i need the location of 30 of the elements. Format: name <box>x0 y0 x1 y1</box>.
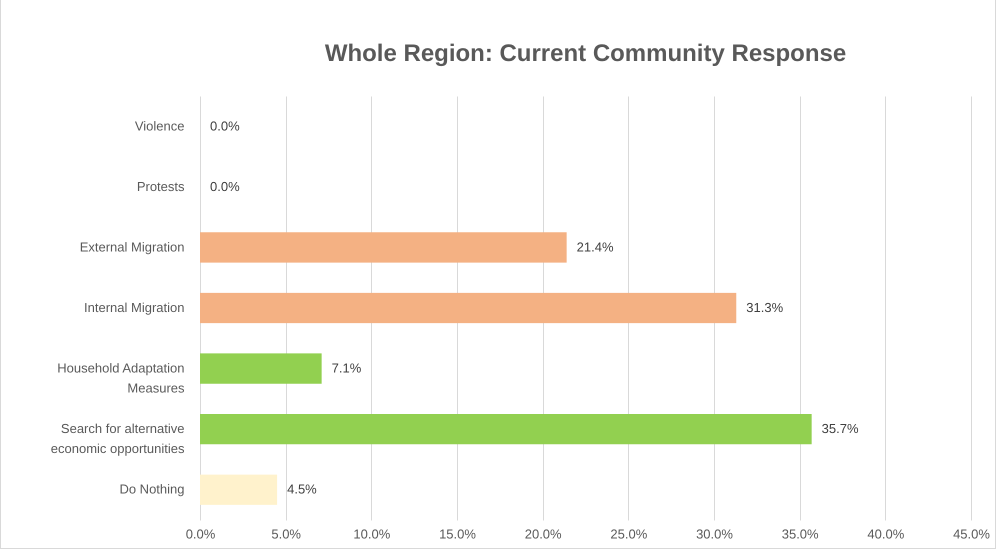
y-tick-label: Household Adaptation Measures <box>57 360 185 396</box>
x-tick-label: 10.0% <box>353 526 391 542</box>
x-tick-label: 20.0% <box>524 526 562 542</box>
x-tick-label: 25.0% <box>610 526 648 542</box>
y-tick-label: Protests <box>136 178 185 194</box>
x-tick-label: 30.0% <box>696 526 734 542</box>
data-label: 0.0% <box>210 178 240 194</box>
x-tick-label: 15.0% <box>439 526 476 542</box>
data-label: 4.5% <box>287 482 318 497</box>
x-tick-label: 5.0% <box>271 526 302 542</box>
bar <box>200 232 567 263</box>
bar <box>200 474 278 505</box>
chart-title: Whole Region: Current Community Response <box>324 40 846 67</box>
data-label: 21.4% <box>576 239 614 254</box>
data-label: 35.7% <box>822 421 859 436</box>
bar <box>200 414 812 444</box>
x-tick-label: 40.0% <box>867 526 905 542</box>
x-tick-label: 0.0% <box>186 526 216 542</box>
bar <box>200 292 736 324</box>
y-tick-label: Internal Migration <box>84 300 184 315</box>
y-tick-label: Search for alternative economic opportunities <box>50 421 185 456</box>
y-tick-label: Do Nothing <box>119 482 184 497</box>
data-label: 0.0% <box>210 118 240 134</box>
x-tick-label: 35.0% <box>782 526 820 542</box>
y-tick-label: Violence <box>134 118 184 134</box>
data-label: 31.3% <box>746 300 784 315</box>
data-label: 7.1% <box>332 360 362 376</box>
bar <box>200 353 322 384</box>
y-tick-label: External Migration <box>80 239 184 254</box>
x-tick-label: 45.0% <box>953 526 990 542</box>
